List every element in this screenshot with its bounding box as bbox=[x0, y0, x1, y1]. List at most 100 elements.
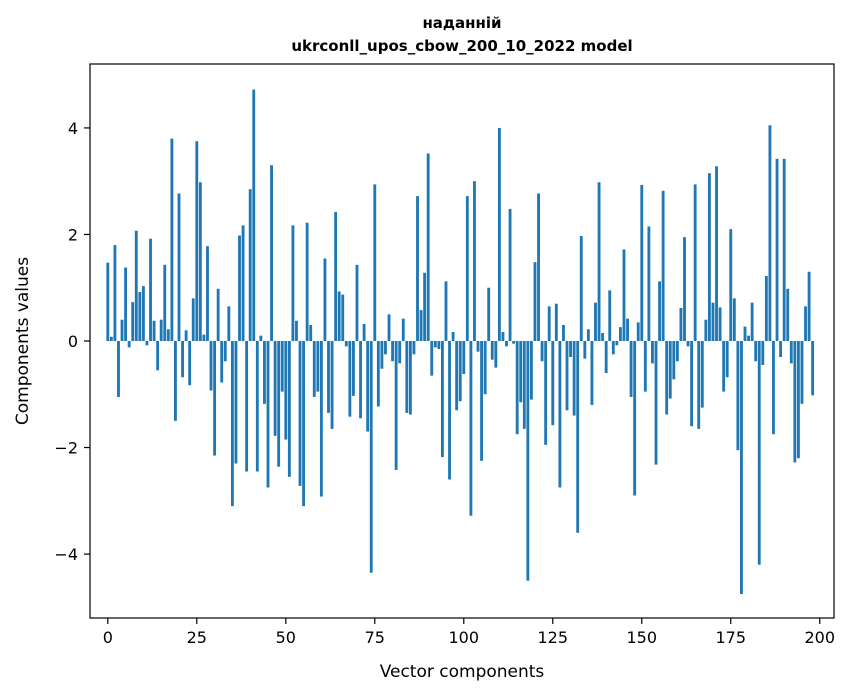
bar bbox=[743, 326, 747, 341]
bar bbox=[693, 184, 697, 341]
bars-group bbox=[106, 89, 815, 595]
bar bbox=[430, 341, 434, 376]
bar bbox=[302, 341, 306, 507]
bar bbox=[611, 341, 615, 355]
bar bbox=[216, 288, 220, 341]
bar bbox=[551, 341, 555, 426]
x-axis-label: Vector components bbox=[380, 662, 545, 682]
bar bbox=[597, 182, 601, 341]
bar bbox=[323, 258, 327, 341]
bar bbox=[398, 341, 402, 364]
bar bbox=[255, 341, 259, 472]
bar bbox=[658, 281, 661, 341]
x-tick-label: 25 bbox=[187, 628, 207, 647]
bar bbox=[544, 341, 548, 445]
bar bbox=[626, 318, 629, 341]
bar bbox=[327, 341, 330, 413]
bar bbox=[722, 341, 726, 392]
bar bbox=[252, 89, 256, 341]
x-tick-label: 50 bbox=[276, 628, 296, 647]
bar bbox=[725, 341, 729, 378]
bar bbox=[433, 341, 437, 348]
bar bbox=[319, 341, 323, 497]
x-tick-label: 200 bbox=[804, 628, 835, 647]
bar bbox=[202, 334, 206, 341]
bar bbox=[558, 341, 562, 488]
bar bbox=[579, 236, 583, 341]
bar bbox=[248, 189, 252, 341]
bar bbox=[604, 341, 608, 373]
x-tick-label: 0 bbox=[103, 628, 113, 647]
bar bbox=[647, 226, 651, 341]
bar bbox=[711, 302, 715, 341]
bar bbox=[540, 341, 544, 362]
bar bbox=[665, 341, 669, 415]
bar bbox=[672, 341, 676, 380]
bar bbox=[480, 341, 484, 461]
bar bbox=[764, 276, 768, 341]
bar bbox=[679, 307, 683, 341]
bar bbox=[206, 246, 209, 341]
bar bbox=[451, 331, 455, 341]
bar bbox=[473, 181, 476, 341]
bar bbox=[476, 341, 480, 352]
bar bbox=[608, 290, 612, 341]
bar bbox=[312, 341, 316, 397]
bar bbox=[127, 341, 131, 348]
bar bbox=[522, 341, 526, 429]
bar bbox=[615, 341, 619, 346]
bar bbox=[391, 341, 395, 362]
bar bbox=[601, 333, 605, 341]
bar bbox=[469, 341, 473, 516]
bar bbox=[141, 286, 145, 341]
x-axis-ticks: 0 25 50 75 100 125 150 175 200 bbox=[103, 618, 835, 647]
bar bbox=[651, 341, 654, 364]
bar bbox=[159, 319, 163, 341]
bar bbox=[195, 141, 199, 341]
bar bbox=[505, 341, 508, 347]
bar bbox=[707, 173, 711, 341]
bar bbox=[636, 322, 640, 341]
bar bbox=[241, 225, 245, 341]
bar bbox=[508, 208, 512, 341]
bar bbox=[740, 341, 743, 595]
bar bbox=[772, 341, 775, 435]
bar bbox=[113, 245, 117, 341]
x-tick-label: 175 bbox=[715, 628, 746, 647]
bar bbox=[497, 127, 501, 341]
bar bbox=[277, 341, 281, 467]
y-tick-label: 4 bbox=[68, 119, 78, 138]
bar bbox=[401, 318, 405, 341]
bar bbox=[109, 336, 113, 341]
chart-title-line-2: ukrconll_upos_cbow_200_10_2022 model bbox=[291, 37, 632, 55]
bar bbox=[120, 319, 124, 341]
bar bbox=[419, 310, 423, 341]
bar bbox=[316, 341, 320, 392]
bar bbox=[423, 272, 427, 341]
bar bbox=[490, 341, 494, 360]
bar bbox=[732, 298, 736, 341]
bar bbox=[149, 238, 152, 341]
bar bbox=[437, 341, 441, 349]
bar bbox=[775, 158, 779, 341]
bar bbox=[761, 341, 765, 365]
bar bbox=[622, 249, 626, 341]
bar bbox=[287, 341, 291, 477]
bar bbox=[757, 341, 761, 565]
bar bbox=[683, 237, 686, 341]
bar bbox=[213, 341, 217, 456]
bar bbox=[569, 341, 572, 357]
bar bbox=[537, 193, 540, 341]
bar bbox=[280, 341, 284, 392]
bar bbox=[369, 341, 373, 573]
bar bbox=[156, 341, 160, 371]
bar bbox=[586, 329, 590, 341]
bar bbox=[341, 294, 345, 341]
bar bbox=[298, 341, 302, 486]
bar bbox=[444, 281, 448, 341]
bar bbox=[654, 341, 658, 465]
bar bbox=[138, 291, 142, 341]
bar bbox=[512, 341, 516, 344]
bar bbox=[223, 341, 227, 362]
y-tick-label: 0 bbox=[68, 332, 78, 351]
